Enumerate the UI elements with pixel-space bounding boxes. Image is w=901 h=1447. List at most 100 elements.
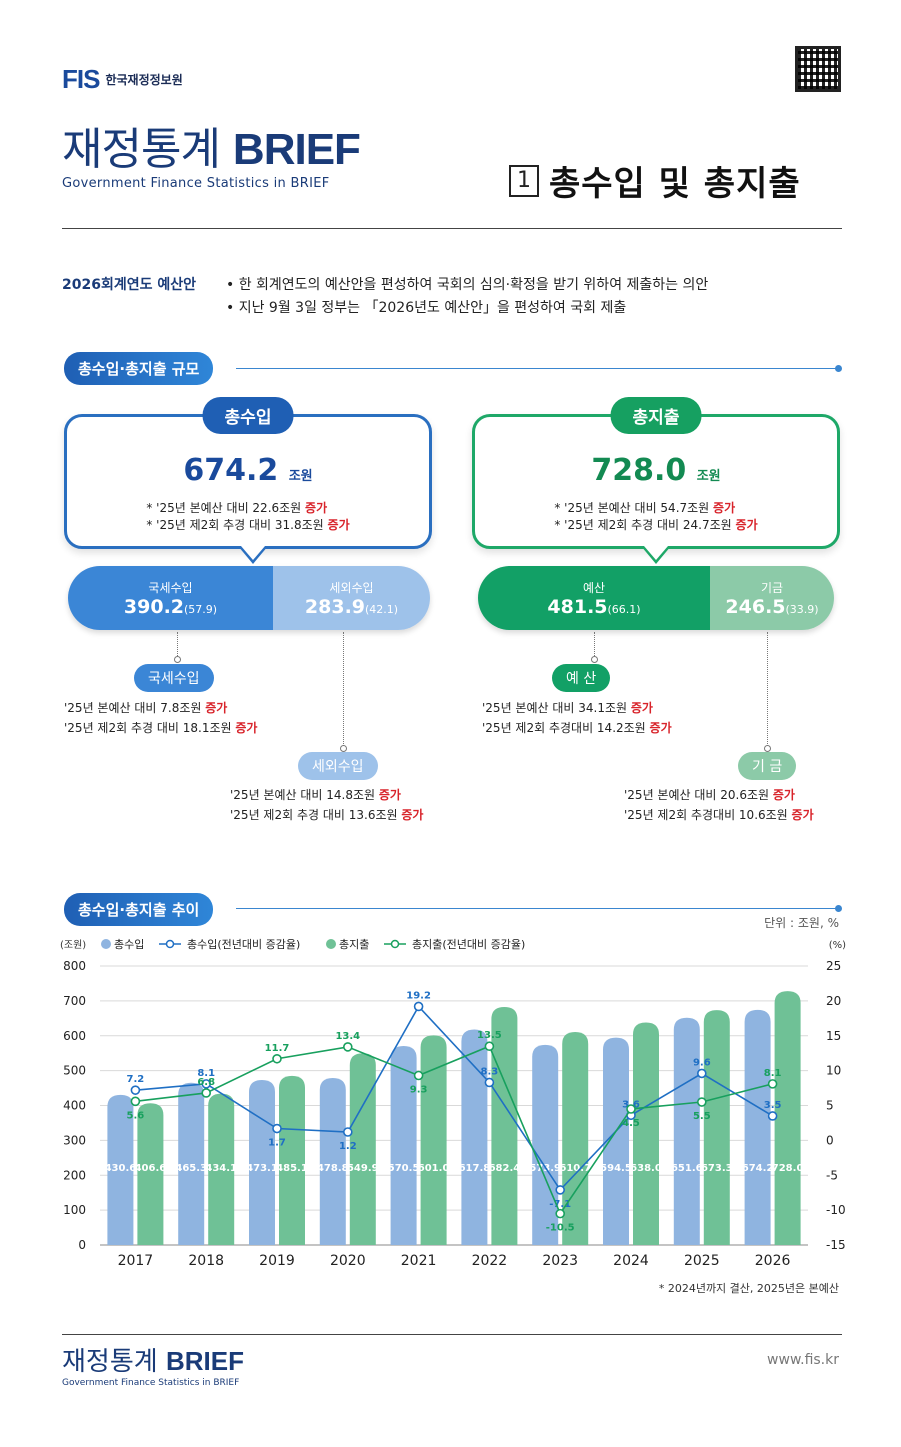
connector-dot (764, 745, 771, 752)
intro-list: • 한 회계연도의 예산안을 편성하여 국회의 심의·확정을 받기 위하여 제출… (226, 274, 708, 320)
expenditure-note-line: * '25년 제2회 추경 대비 24.7조원 증가 (554, 517, 757, 534)
note-increase: 증가 (305, 501, 328, 515)
revenue-total: 674.2 조원 (67, 453, 429, 488)
intro-bullet: • 한 회계연도의 예산안을 편성하여 국회의 심의·확정을 받기 위하여 제출… (226, 277, 709, 293)
note-text: '25년 제2회 추경대비 14.2조원 (482, 721, 650, 735)
y2-tick-label: -15 (826, 1238, 846, 1252)
header-divider (62, 228, 842, 229)
x-tick-label: 2019 (259, 1253, 295, 1269)
non-tax-notes: '25년 본예산 대비 14.8조원 증가 '25년 제2회 추경 대비 13.… (230, 785, 423, 825)
logo-mark-text: FIS (62, 64, 100, 94)
note-increase: 증가 (772, 788, 795, 802)
sub-note-line: '25년 본예산 대비 7.8조원 증가 (64, 698, 257, 718)
note-text: * '25년 본예산 대비 54.7조원 (554, 501, 714, 515)
expenditure-notes: * '25년 본예산 대비 54.7조원 증가 * '25년 제2회 추경 대비… (554, 500, 757, 534)
revenue-value: 674.2 (183, 453, 279, 488)
y-tick-label: 100 (63, 1203, 86, 1217)
sub-note-line: '25년 제2회 추경 대비 13.6조원 증가 (230, 805, 423, 825)
brand-subtitle: Government Finance Statistics in BRIEF (62, 176, 330, 191)
legend-label: 총수입(전년대비 증감율) (187, 938, 300, 951)
segment-value: 283.9(42.1) (305, 596, 398, 618)
growth-value-label: -10.5 (546, 1223, 575, 1234)
expenditure-bar (137, 1103, 164, 1245)
revenue-notes: * '25년 본예산 대비 22.6조원 증가 * '25년 제2회 추경 대비… (146, 500, 349, 534)
expenditure-growth-line (135, 1045, 773, 1216)
expenditure-card: 총지출 728.0 조원 * '25년 본예산 대비 54.7조원 증가 * '… (472, 397, 840, 549)
footer-url[interactable]: www.fis.kr (767, 1352, 839, 1368)
note-increase: 증가 (630, 701, 653, 715)
section-dot (835, 905, 842, 912)
revenue-bar (249, 1080, 275, 1245)
connector-dot (174, 656, 181, 663)
bar-value-label: 728.0 (772, 1163, 804, 1174)
sub-note-line: '25년 제2회 추경대비 10.6조원 증가 (624, 805, 814, 825)
left-axis-label: (조원) (60, 939, 86, 951)
note-increase: 증가 (791, 808, 814, 822)
growth-value-label: -7.1 (549, 1199, 571, 1210)
legend-line-marker (165, 939, 175, 949)
note-increase: 증가 (205, 701, 228, 715)
budget-notes: '25년 본예산 대비 34.1조원 증가 '25년 제2회 추경대비 14.2… (482, 698, 672, 738)
y-tick-label: 300 (63, 1133, 86, 1147)
non-tax-segment: 세외수입 283.9(42.1) (273, 566, 430, 630)
bar-value-label: 430.6 (105, 1163, 137, 1174)
growth-point (272, 1053, 282, 1064)
brand-title-en: BRIEF (232, 125, 361, 174)
revenue-bar (744, 1009, 771, 1245)
x-tick-label: 2021 (401, 1253, 437, 1269)
revenue-bar (319, 1078, 346, 1245)
expenditure-bar (703, 1010, 730, 1245)
scale-section-pill: 총수입·총지출 규모 (64, 352, 214, 385)
legend-line-marker (390, 939, 400, 949)
y-tick-label: 600 (63, 1029, 86, 1043)
qr-code-icon[interactable] (795, 46, 841, 92)
connector-line (343, 632, 344, 748)
y-tick-label: 0 (78, 1238, 86, 1252)
growth-value-label: 8.3 (481, 1066, 499, 1077)
chart-footnote: * 2024년까지 결산, 2025년은 본예산 (658, 1282, 839, 1295)
growth-point (413, 1001, 424, 1012)
revenue-note-line: * '25년 제2회 추경 대비 31.8조원 증가 (146, 517, 349, 534)
growth-point (130, 1096, 141, 1107)
revenue-growth-line (135, 1005, 774, 1192)
y2-tick-label: 20 (826, 994, 841, 1008)
fund-pill: 기 금 (738, 752, 797, 780)
bar-value-label: 651.6 (671, 1163, 703, 1174)
x-tick-label: 2023 (542, 1253, 578, 1269)
note-text: '25년 본예산 대비 34.1조원 (482, 701, 631, 715)
expenditure-note-line: * '25년 본예산 대비 54.7조원 증가 (554, 500, 757, 517)
fis-logo-mark: FIS (62, 64, 100, 95)
growth-point (413, 1070, 424, 1081)
bar-value-label: 674.2 (742, 1163, 774, 1174)
expenditure-bar (774, 991, 801, 1245)
x-tick-label: 2017 (118, 1253, 154, 1269)
growth-point (696, 1097, 707, 1107)
segment-percent: (33.9) (785, 602, 819, 616)
bar-value-label: 601.0 (418, 1163, 450, 1174)
intro-bullet: • 지난 9월 3일 정부는 「2026년도 예산안」을 편성하여 국회 제출 (226, 300, 627, 316)
y2-tick-label: 5 (826, 1099, 834, 1113)
y-tick-label: 500 (63, 1064, 86, 1078)
expenditure-bar (208, 1093, 235, 1245)
trend-section-pill: 총수입·총지출 추이 (64, 893, 214, 926)
brand-block: 재정통계 BRIEF Government Finance Statistics… (62, 125, 361, 192)
legend-label: 총지출(전년대비 증감율) (412, 938, 525, 951)
connector-line (594, 632, 595, 662)
section-title: 1 총수입 및 총지출 (509, 156, 801, 205)
legend-label: 총수입 (114, 938, 144, 951)
section-line (236, 908, 836, 909)
segment-value: 246.5(33.9) (725, 596, 818, 618)
expenditure-bar (279, 1075, 305, 1245)
legend-label: 총지출 (339, 938, 369, 951)
fund-segment: 기금 246.5(33.9) (710, 566, 834, 630)
bar-value-label: 594.5 (600, 1163, 632, 1174)
connector-dot (340, 745, 347, 752)
growth-point (767, 1079, 778, 1089)
expenditure-bar (562, 1032, 589, 1245)
org-logo: FIS 한국재정정보원 (62, 64, 183, 95)
national-tax-pill: 국세수입 (134, 664, 214, 692)
growth-value-label: 9.3 (410, 1085, 428, 1096)
growth-point (767, 1111, 778, 1121)
org-name: 한국재정정보원 (105, 73, 183, 87)
bar-value-label: 617.8 (459, 1163, 491, 1174)
